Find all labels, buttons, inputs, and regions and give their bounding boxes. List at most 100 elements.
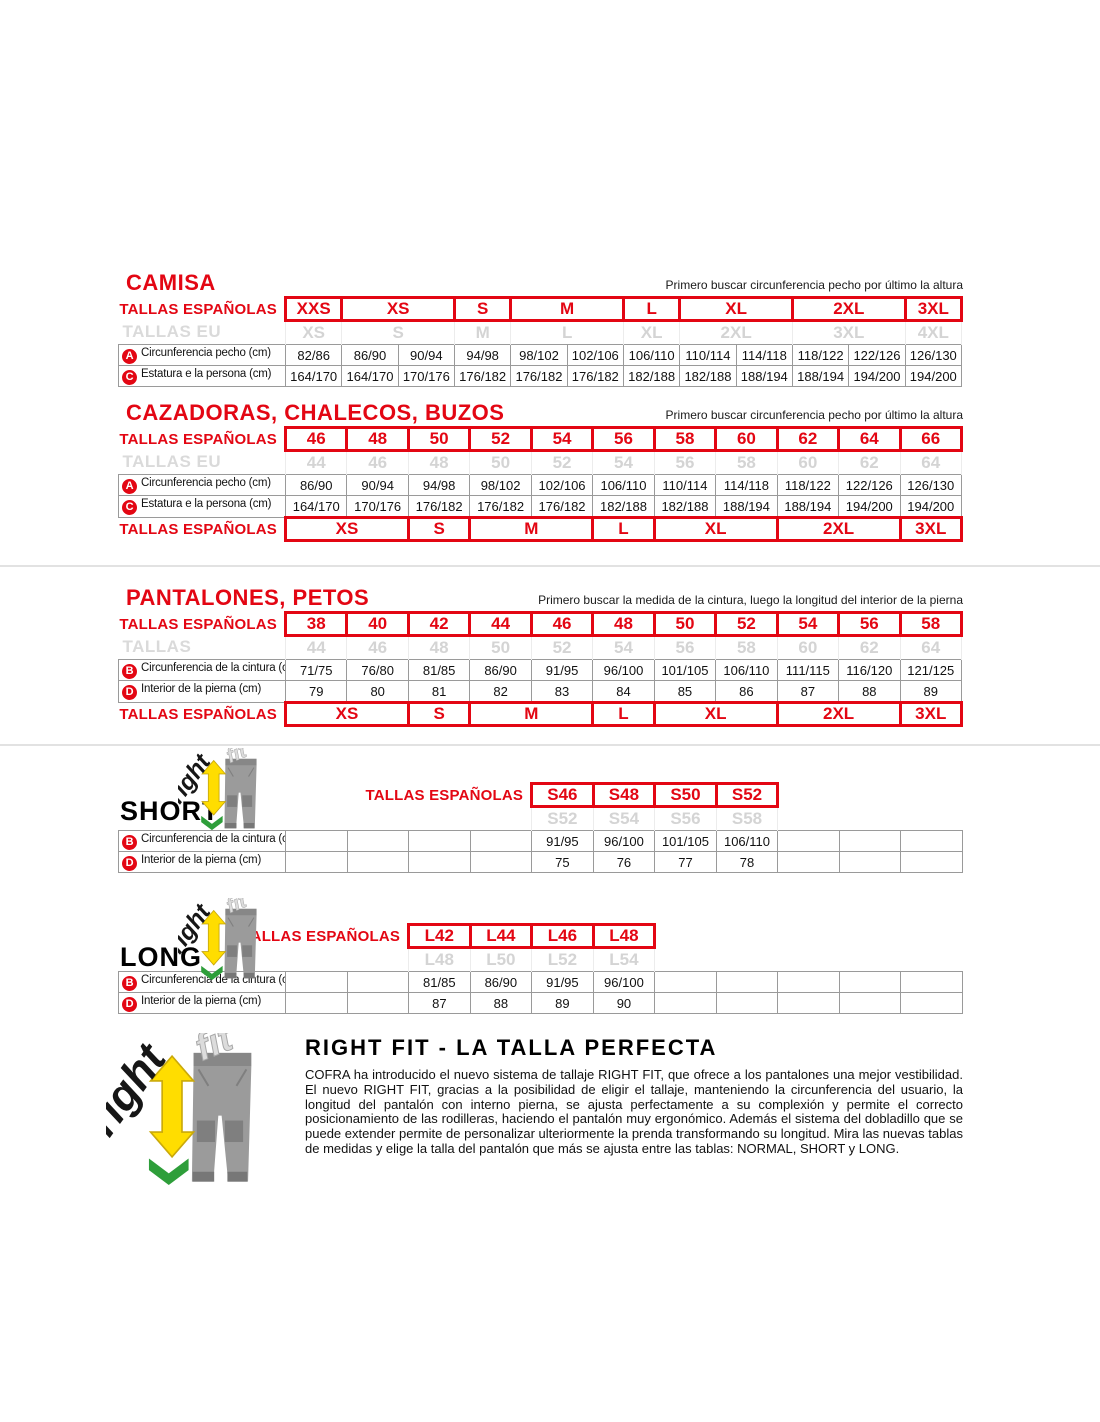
- value-cell: [900, 851, 963, 873]
- size-cell: 64: [899, 635, 963, 660]
- value-cell: 79: [284, 680, 348, 704]
- measure-label-text: Interior de la pierna (cm): [141, 853, 262, 866]
- measure-row-label: A Circunferencia pecho (cm): [118, 344, 286, 367]
- size-cell: 54: [775, 611, 841, 638]
- size-footer-row: TALLAS ESPAÑOLAS XS S M L XL 2XL 3XL: [119, 701, 964, 728]
- size-table: TALLAS ESPAÑOLAS XXS XS S M L XL 2XL 3XL TALLAS E…: [118, 296, 964, 388]
- size-row-label: TALLAS EU: [122, 322, 222, 342]
- size-cell: 56: [837, 611, 902, 638]
- size-cell: XS: [284, 320, 343, 345]
- size-cell: 60: [776, 450, 840, 475]
- value-cell: [285, 830, 348, 852]
- value-cell: 164/170: [341, 365, 399, 388]
- measure-row: C Estatura e la persona (cm) 164/170 164/17…: [118, 365, 963, 388]
- value-cell: 116/120: [838, 659, 901, 682]
- value-cell: [346, 971, 410, 993]
- measure-badge-d: D: [122, 996, 137, 1012]
- value-cell: [346, 851, 410, 873]
- size-cell: 46: [346, 635, 409, 660]
- measure-badge-b: B: [122, 834, 137, 850]
- value-cell: 176/182: [530, 495, 594, 519]
- size-cell: S: [341, 320, 455, 345]
- size-cell: 50: [406, 426, 472, 453]
- value-cell: 114/118: [735, 344, 793, 367]
- size-cell: M: [453, 320, 512, 345]
- value-cell: [838, 830, 902, 852]
- value-cell: 121/125: [899, 659, 963, 682]
- section-rightfit: right fit RIGHT FIT - LA TALLA PERFECTA …: [78, 1016, 963, 1185]
- section-note-camisa: Primero buscar circunferencia pecho por …: [665, 278, 963, 293]
- long-size-table-container: TALLAS ESPAÑOLAS L42 L44 L46 L48 L48 L50 L52 L54…: [118, 923, 963, 1014]
- value-cell: 71/75: [284, 659, 348, 682]
- variant-label-long: LONG: [120, 942, 202, 972]
- size-cell: 52: [468, 426, 533, 453]
- value-cell: 81: [407, 680, 471, 704]
- rightfit-logo: right fit: [163, 889, 257, 981]
- size-cell: L: [510, 320, 624, 345]
- value-cell: 176/182: [453, 365, 512, 388]
- measure-row-label: D Interior de la pierna (cm): [118, 992, 286, 1014]
- pantalones-size-table-container: TALLAS ESPAÑOLAS 38 40 42 44 46 48 50 52 54 56 58 TA…: [118, 611, 964, 728]
- size-cell: XXS: [283, 296, 344, 323]
- size-cell: S: [406, 701, 472, 728]
- size-cell: 64: [837, 426, 902, 453]
- measure-row: C Estatura e la persona (cm) 164/170 170/17…: [118, 495, 963, 519]
- size-cell: 38: [283, 611, 349, 638]
- section-title-cazadoras: CAZADORAS, CHALECOS, BUZOS: [126, 400, 505, 425]
- size-cell: 56: [653, 450, 717, 475]
- size-cell: S: [406, 516, 472, 543]
- size-cell: 56: [591, 426, 656, 453]
- measure-label-text: Circunferencia de la cintura (cm): [141, 661, 286, 674]
- section-cazadoras: CAZADORAS, CHALECOS, BUZOS Primero busca…: [118, 400, 964, 543]
- size-cell: 42: [406, 611, 472, 638]
- value-cell: 85: [653, 680, 717, 704]
- section-camisa: CAMISA Primero buscar circunferencia pec…: [118, 271, 964, 388]
- measure-row: B Circunferencia de la cintura (cm) 81/85 8…: [118, 971, 963, 993]
- size-cell: 3XL: [791, 320, 906, 345]
- measure-badge-b: B: [122, 975, 137, 991]
- eu-size-row: S52 S54 S56 S58: [119, 806, 963, 831]
- value-cell: 102/106: [566, 344, 624, 367]
- value-cell: [900, 830, 963, 852]
- value-cell: 87: [776, 680, 840, 704]
- measure-row-label: D Interior de la pierna (cm): [118, 680, 286, 704]
- rightfit-logo-short: right fit: [163, 739, 278, 832]
- size-cell: S54: [592, 806, 656, 831]
- measure-badge-a: A: [122, 348, 137, 364]
- section-title-pantalones: PANTALONES, PETOS: [126, 585, 370, 610]
- cazadoras-size-table-container: TALLAS ESPAÑOLAS 46 48 50 52 54 56 58 60 62 64 66 TA…: [118, 426, 964, 543]
- size-row-label: TALLAS ESPAÑOLAS: [119, 615, 277, 633]
- measure-row: D Interior de la pierna (cm) 87 88 89 90: [118, 992, 963, 1014]
- value-cell: [838, 971, 902, 993]
- size-cell: 3XL: [898, 701, 964, 728]
- size-header-row: TALLAS ESPAÑOLAS 38 40 42 44 46 48 50 52 54 56 58: [119, 611, 964, 638]
- section-divider: [0, 565, 1100, 567]
- value-cell: 88: [469, 992, 533, 1014]
- value-cell: 106/110: [592, 474, 655, 497]
- value-cell: 164/170: [284, 495, 348, 519]
- size-header-row: TALLAS ESPAÑOLAS 46 48 50 52 54 56 58 60 62 64 66: [119, 426, 964, 453]
- value-cell: [408, 851, 471, 873]
- value-cell: 91/95: [530, 659, 594, 682]
- value-cell: 194/200: [838, 495, 901, 519]
- size-cell: 60: [776, 635, 840, 660]
- down-chevron-icon: [148, 1158, 189, 1185]
- value-cell: 170/176: [397, 365, 455, 388]
- value-cell: 188/194: [776, 495, 840, 519]
- value-cell: 182/188: [653, 495, 717, 519]
- size-cell: 46: [346, 450, 409, 475]
- value-cell: 188/194: [735, 365, 793, 388]
- eu-size-row: TALLAS 44 46 48 50 52 54 56 58 60 62 64: [119, 635, 963, 660]
- measure-badge-b: B: [122, 663, 137, 679]
- size-cell: L42: [407, 923, 472, 949]
- measure-row: B Circunferencia de la cintura (cm) 71/75 7…: [118, 659, 963, 682]
- measure-row: D Interior de la pierna (cm) 75 76 77 78: [118, 851, 963, 873]
- rightfit-logo-big: right fit: [78, 1016, 291, 1188]
- section-note-cazadoras: Primero buscar circunferencia pecho por …: [665, 408, 963, 423]
- value-cell: 86: [715, 680, 778, 704]
- updown-arrow-icon: [201, 909, 227, 966]
- measure-row-label: D Interior de la pierna (cm): [118, 851, 286, 873]
- rightfit-paragraph: COFRA ha introducido el nuevo sistema de…: [305, 1067, 963, 1157]
- size-row-label: TALLAS ESPAÑOLAS: [119, 430, 277, 448]
- value-cell: [285, 971, 348, 993]
